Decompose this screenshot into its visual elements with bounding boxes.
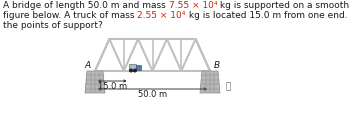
Text: ⓘ: ⓘ [225,83,231,91]
Text: 7.55 × 10⁴: 7.55 × 10⁴ [169,1,217,10]
Bar [136,65,140,70]
Circle shape [129,68,133,72]
Circle shape [133,68,137,72]
Text: kg is located 15.0 m from one end. What are the forces on the bridge at: kg is located 15.0 m from one end. What … [186,11,350,20]
Text: 50.0 m: 50.0 m [138,90,167,99]
Text: 2.55 × 10⁴: 2.55 × 10⁴ [137,11,186,20]
Bar [128,64,136,71]
Text: A: A [85,61,91,70]
Polygon shape [200,71,220,93]
Polygon shape [85,71,105,93]
Text: figure below. A truck of mass: figure below. A truck of mass [3,11,137,20]
Text: 15.0 m: 15.0 m [98,82,127,91]
Text: B: B [214,61,220,70]
Text: the points of support?: the points of support? [3,21,103,30]
Text: kg is supported on a smooth pier at each end as shown in the: kg is supported on a smooth pier at each… [217,1,350,10]
Text: A bridge of length 50.0 m and mass: A bridge of length 50.0 m and mass [3,1,169,10]
